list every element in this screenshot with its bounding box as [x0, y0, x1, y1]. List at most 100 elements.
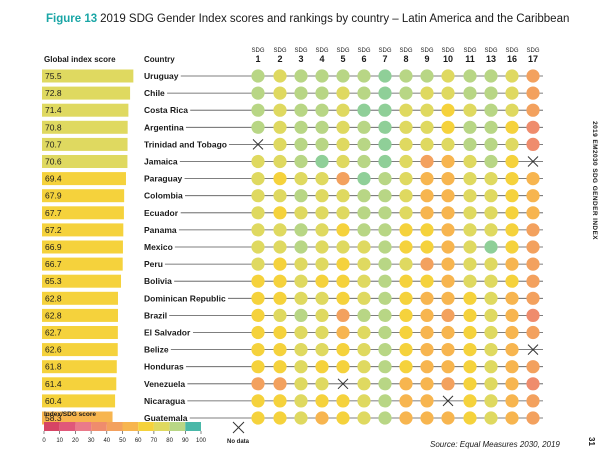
country-name-bg: [143, 155, 180, 168]
no-data-mark: [252, 139, 264, 150]
sdg-score-dot: [420, 291, 434, 305]
sdg-score-dot: [315, 240, 329, 254]
country-name-bg: [143, 189, 185, 202]
sdg-score-dot: [505, 257, 519, 271]
sdg-score-dot: [441, 240, 455, 254]
no-data-mark: [527, 344, 539, 355]
legend-swatch: [106, 422, 123, 431]
sdg-score-dot: [315, 360, 329, 374]
score-value: 70.7: [45, 139, 62, 149]
sdg-score-dot: [484, 257, 498, 271]
sdg-score-dot: [399, 206, 413, 220]
sdg-number-10: 10: [443, 54, 453, 64]
country-name: Brazil: [144, 310, 167, 320]
sdg-score-dot: [484, 154, 498, 169]
country-name: Nicaragua: [144, 396, 185, 406]
score-value: 58.3: [45, 413, 62, 423]
sdg-prefix-2: SDG: [273, 48, 286, 54]
sdg-score-dot: [294, 394, 308, 408]
sdg-score-dot: [315, 154, 329, 169]
legend-tick-label: 70: [151, 438, 158, 444]
sdg-score-dot: [420, 240, 434, 254]
sdg-number-2: 2: [277, 54, 282, 64]
sdg-score-dot: [420, 377, 434, 391]
sdg-score-dot: [294, 154, 308, 169]
sdg-score-dot: [336, 291, 350, 305]
sdg-score-dot: [526, 325, 540, 340]
sdg-score-dot: [251, 377, 265, 391]
country-name: Bolivia: [144, 276, 172, 286]
table-row: 70.8 Argentina: [42, 120, 543, 134]
sdg-score-dot: [399, 257, 413, 271]
sdg-number-4: 4: [319, 54, 324, 64]
no-data-mark: [337, 378, 349, 390]
sdg-score-dot: [484, 325, 498, 340]
sdg-score-dot: [294, 343, 308, 357]
sdg-score-dot: [294, 257, 308, 271]
sdg-score-dot: [251, 325, 265, 340]
sdg-number-9: 9: [424, 54, 429, 64]
sdg-score-dot: [251, 69, 265, 83]
sdg-score-dot: [399, 394, 413, 408]
sdg-score-dot: [399, 308, 413, 322]
sdg-score-dot: [420, 172, 434, 186]
sdg-score-dot: [336, 223, 350, 237]
score-bar: [42, 103, 129, 117]
score-bar: [42, 223, 124, 237]
table-row: 67.9 Colombia: [42, 189, 543, 203]
sdg-score-dot: [505, 325, 519, 340]
country-name: Costa Rica: [144, 105, 188, 115]
country-name-bg: [143, 377, 188, 390]
sdg-score-dot: [420, 120, 434, 134]
sdg-score-dot: [378, 206, 392, 220]
sdg-score-dot: [484, 274, 498, 288]
sdg-score-dot: [484, 360, 498, 374]
sdg-score-dot: [315, 343, 329, 357]
sdg-score-dot: [441, 137, 455, 151]
sdg-number-3: 3: [298, 54, 303, 64]
legend-swatch: [91, 422, 107, 431]
sdg-score-dot: [378, 394, 392, 408]
sdg-score-dot: [315, 325, 329, 340]
sdg-score-dot: [526, 86, 540, 100]
score-bar: [42, 308, 118, 322]
sdg-score-dot: [526, 291, 540, 305]
sdg-score-dot: [251, 86, 265, 100]
sdg-score-dot: [378, 189, 392, 203]
sdg-score-dot: [378, 360, 392, 374]
sdg-score-dot: [420, 274, 434, 288]
score-value: 69.4: [45, 174, 62, 184]
sdg-score-dot: [441, 120, 455, 134]
sdg-score-dot: [336, 154, 350, 169]
sdg-score-dot: [294, 120, 308, 134]
table-row: 71.4 Costa Rica: [42, 103, 543, 117]
sdg-score-dot: [399, 343, 413, 357]
sdg-score-dot: [441, 274, 455, 288]
legend-tick-label: 90: [182, 438, 189, 444]
sdg-score-dot: [378, 257, 392, 271]
sdg-prefix-17: SDG: [526, 48, 539, 54]
sdg-score-dot: [315, 103, 329, 117]
sdg-score-dot: [399, 154, 413, 169]
sdg-score-dot: [484, 86, 498, 100]
sdg-score-dot: [357, 86, 371, 100]
sdg-score-dot: [505, 206, 519, 220]
sdg-score-dot: [315, 172, 329, 186]
sdg-score-dot: [420, 154, 434, 169]
sdg-score-dot: [251, 360, 265, 374]
legend-swatch: [138, 422, 154, 431]
sdg-score-dot: [463, 394, 477, 408]
score-bar: [42, 394, 116, 408]
score-value: 60.4: [45, 396, 62, 406]
legend-swatch: [75, 422, 92, 431]
sdg-score-dot: [526, 240, 540, 254]
sdg-number-11: 11: [465, 54, 475, 64]
sdg-number-5: 5: [340, 54, 345, 64]
figure-text: 2019 SDG Gender Index scores and ranking…: [100, 13, 570, 25]
sdg-score-dot: [420, 411, 434, 425]
sdg-score-dot: [505, 120, 519, 134]
legend-tick-label: 30: [88, 438, 95, 444]
sdg-score-dot: [505, 172, 519, 186]
sdg-score-dot: [273, 103, 287, 117]
